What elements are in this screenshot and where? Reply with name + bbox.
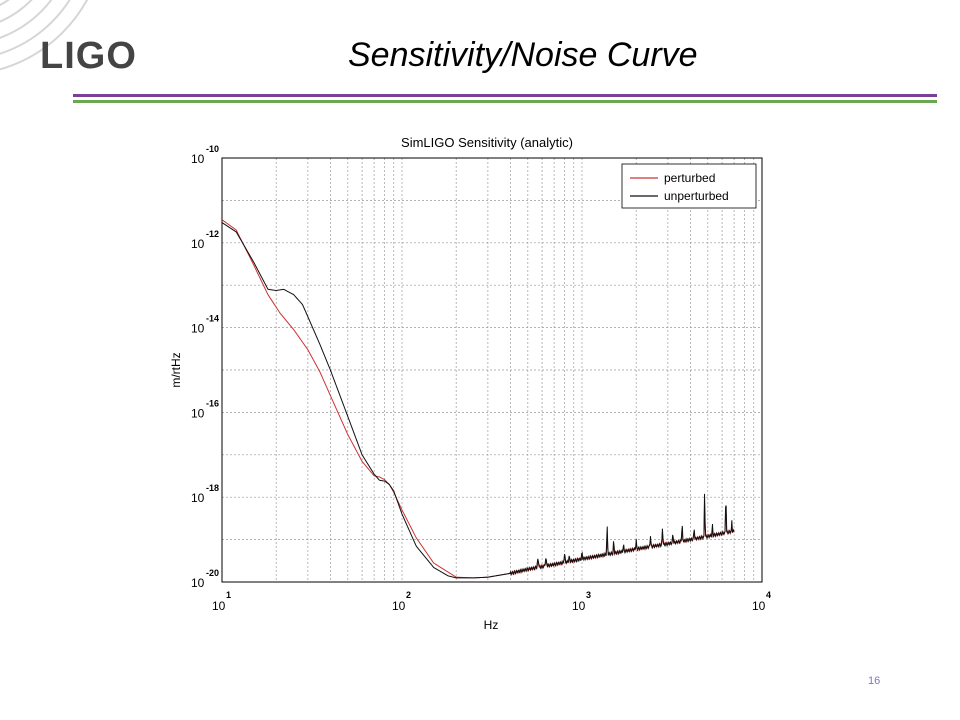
chart-title: SimLIGO Sensitivity (analytic): [401, 135, 573, 150]
y-tick-exponent: -10: [206, 144, 219, 154]
y-tick-exponent: -18: [206, 483, 219, 493]
y-tick-label: 10: [191, 491, 205, 505]
x-tick-label: 10: [212, 599, 226, 613]
ligo-logo: LIGO: [40, 35, 137, 77]
y-tick-label: 10: [191, 237, 205, 251]
y-tick-exponent: -20: [206, 568, 219, 578]
legend-box: [621, 163, 757, 209]
tick-labels: 10110210310410-1010-1210-1410-1610-1810-…: [191, 144, 771, 613]
series-lines: [222, 219, 735, 579]
x-tick-label: 10: [752, 599, 766, 613]
x-tick-exponent: 2: [406, 590, 411, 600]
y-tick-label: 10: [191, 152, 205, 166]
y-tick-exponent: -14: [206, 314, 219, 324]
sensitivity-chart: SimLIGO Sensitivity (analytic) 101102103…: [169, 135, 771, 632]
x-tick-exponent: 1: [226, 590, 231, 600]
y-axis-label: m/rtHz: [169, 352, 183, 387]
x-tick-exponent: 4: [766, 590, 771, 600]
x-axis-label: Hz: [484, 618, 499, 632]
legend-label: unperturbed: [664, 189, 729, 203]
grid: [222, 158, 762, 582]
title-rule-purple: [73, 94, 937, 97]
y-tick-label: 10: [191, 406, 205, 420]
title-rule-green: [73, 100, 937, 103]
slide-title: Sensitivity/Noise Curve: [348, 36, 698, 74]
x-tick-label: 10: [392, 599, 406, 613]
y-tick-label: 10: [191, 322, 205, 336]
legend-label: perturbed: [664, 171, 715, 185]
y-tick-label: 10: [191, 576, 205, 590]
y-tick-exponent: -12: [206, 229, 219, 239]
x-tick-exponent: 3: [586, 590, 591, 600]
y-tick-exponent: -16: [206, 398, 219, 408]
legend: perturbed unperturbed: [621, 163, 757, 209]
page-number: 16: [868, 675, 881, 687]
series-line-unperturbed: [222, 222, 735, 579]
plot-frame: [221, 157, 763, 583]
series-line-perturbed: [222, 219, 735, 579]
x-tick-label: 10: [572, 599, 586, 613]
